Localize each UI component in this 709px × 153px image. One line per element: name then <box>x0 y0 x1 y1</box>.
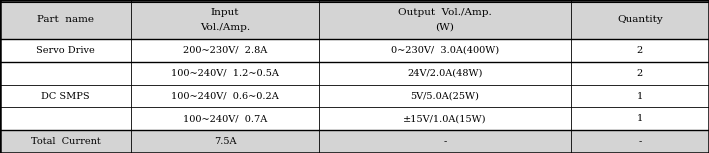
Text: -: - <box>638 137 642 146</box>
Bar <box>131 62 319 85</box>
Text: 200~230V/  2.8A: 200~230V/ 2.8A <box>183 46 267 55</box>
Bar <box>0 107 131 130</box>
Bar <box>571 0 709 39</box>
Text: -: - <box>443 137 447 146</box>
Text: Input: Input <box>211 8 240 17</box>
Text: Part  name: Part name <box>37 15 94 24</box>
Bar <box>131 39 319 62</box>
Text: 100~240V/  1.2~0.5A: 100~240V/ 1.2~0.5A <box>171 69 279 78</box>
Bar <box>0 130 131 153</box>
Bar <box>0 62 131 85</box>
Bar <box>571 130 709 153</box>
Text: 100~240V/  0.6~0.2A: 100~240V/ 0.6~0.2A <box>172 91 279 101</box>
Bar <box>0 39 131 62</box>
Bar <box>319 130 571 153</box>
Bar <box>571 62 709 85</box>
Text: Output  Vol./Amp.: Output Vol./Amp. <box>398 8 492 17</box>
Text: Total  Current: Total Current <box>30 137 101 146</box>
Bar <box>319 39 571 62</box>
Text: 100~240V/  0.7A: 100~240V/ 0.7A <box>183 114 267 123</box>
Bar <box>0 85 131 107</box>
Text: 5V/5.0A(25W): 5V/5.0A(25W) <box>411 91 479 101</box>
Bar <box>571 39 709 62</box>
Text: 24V/2.0A(48W): 24V/2.0A(48W) <box>407 69 483 78</box>
Text: 7.5A: 7.5A <box>214 137 236 146</box>
Bar <box>319 107 571 130</box>
Text: Vol./Amp.: Vol./Amp. <box>200 23 250 32</box>
Bar <box>571 85 709 107</box>
Text: 2: 2 <box>637 46 643 55</box>
Bar <box>319 0 571 39</box>
Bar <box>131 85 319 107</box>
Text: 1: 1 <box>637 91 643 101</box>
Text: Quantity: Quantity <box>617 15 663 24</box>
Text: (W): (W) <box>435 23 454 32</box>
Bar <box>571 107 709 130</box>
Text: 1: 1 <box>637 114 643 123</box>
Bar <box>131 0 319 39</box>
Text: DC SMPS: DC SMPS <box>41 91 90 101</box>
Bar <box>319 85 571 107</box>
Text: ±15V/1.0A(15W): ±15V/1.0A(15W) <box>403 114 486 123</box>
Text: 0~230V/  3.0A(400W): 0~230V/ 3.0A(400W) <box>391 46 499 55</box>
Bar <box>319 62 571 85</box>
Bar <box>131 130 319 153</box>
Text: 2: 2 <box>637 69 643 78</box>
Bar <box>0 0 131 39</box>
Bar <box>131 107 319 130</box>
Text: Servo Drive: Servo Drive <box>36 46 95 55</box>
